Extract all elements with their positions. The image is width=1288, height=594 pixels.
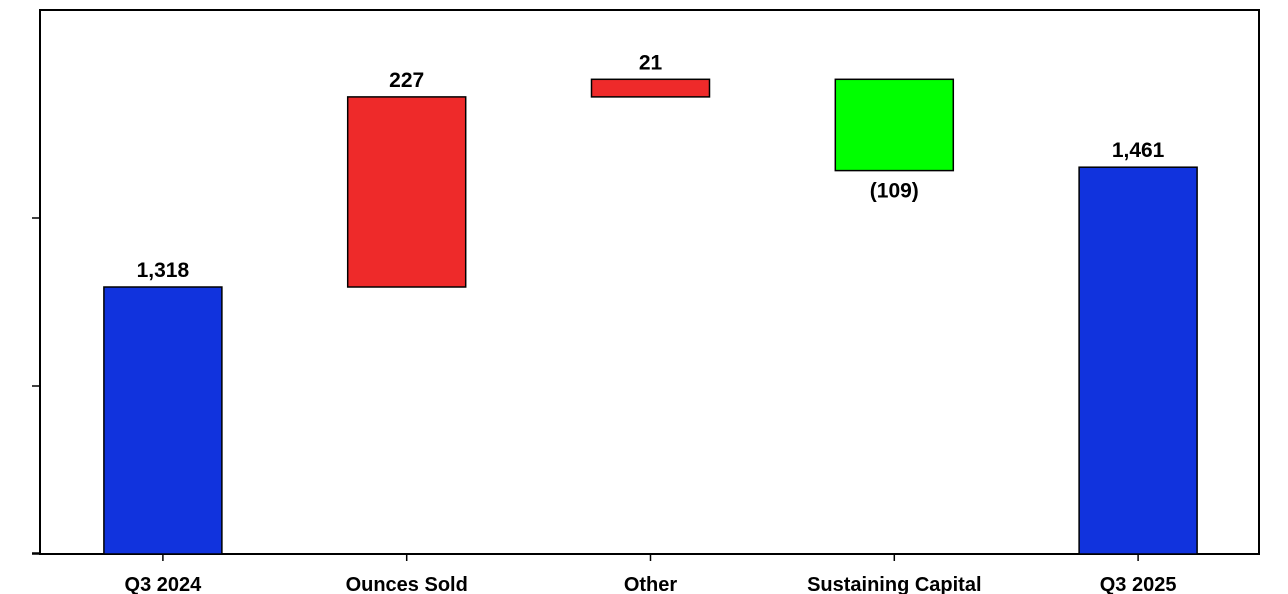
value-label-q3-2025: 1,461 [1112, 139, 1165, 162]
bar-sustaining-capital [834, 78, 955, 172]
bar-ounces-sold [346, 96, 467, 288]
bar-q3-2025 [1078, 166, 1198, 555]
category-label-other: Other [624, 574, 678, 594]
bars-group [103, 78, 1198, 555]
bar-q3-2024 [103, 286, 223, 555]
category-label-q3-2024: Q3 2024 [125, 574, 203, 594]
plot-frame [39, 9, 1260, 555]
value-label-sustaining-capital: (109) [870, 180, 919, 203]
category-label-sustaining-capital: Sustaining Capital [807, 574, 981, 594]
value-label-ounces-sold: 227 [389, 69, 424, 92]
value-labels-group: 1,318 227 21 (109) 1,461 [137, 51, 1165, 282]
value-label-other: 21 [639, 51, 663, 74]
bar-other [590, 78, 711, 98]
value-label-q3-2024: 1,318 [137, 259, 190, 282]
category-label-q3-2025: Q3 2025 [1100, 574, 1177, 594]
category-labels-group: Q3 2024 Ounces Sold Other Sustaining Capita… [125, 574, 1177, 594]
category-label-ounces-sold: Ounces Sold [346, 574, 468, 594]
x-axis-ticks [162, 554, 1139, 561]
y-axis-ticks [32, 217, 40, 555]
